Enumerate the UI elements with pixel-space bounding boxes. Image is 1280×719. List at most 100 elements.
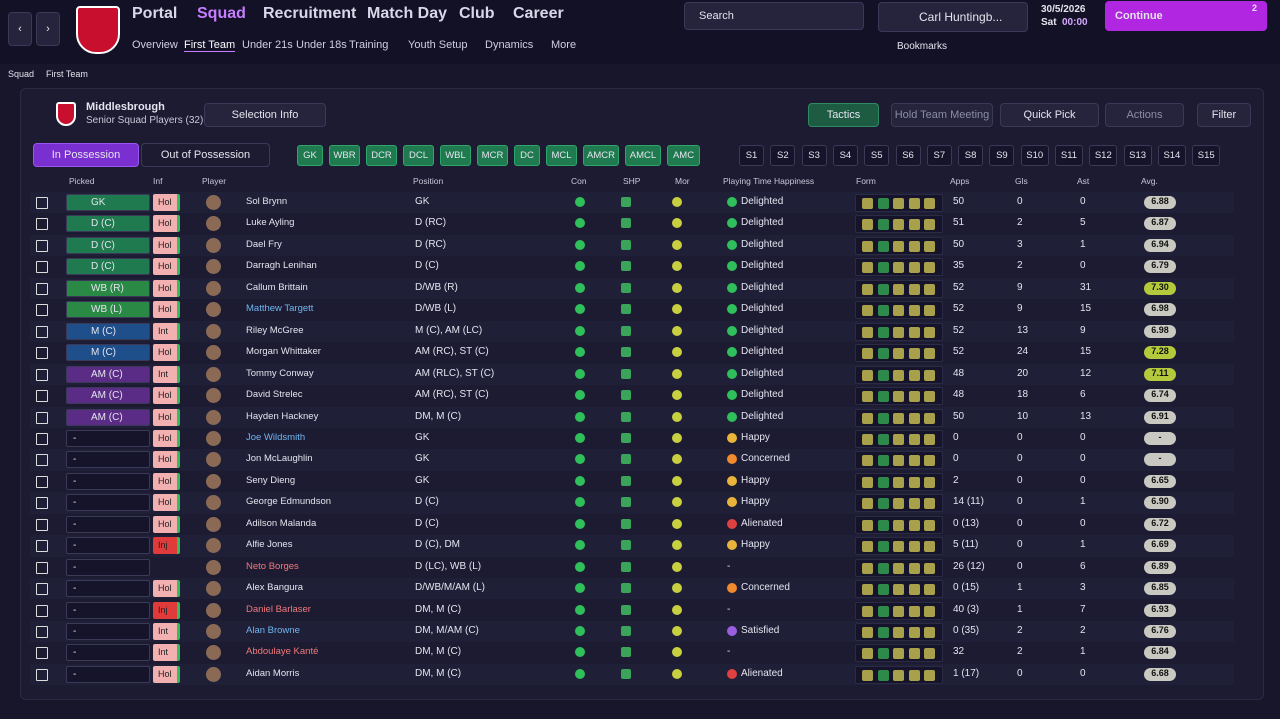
table-row[interactable]: AM (C) Hol Hayden Hackney DM, M (C) Delighte… [30, 406, 1234, 428]
table-row[interactable]: D (C) Hol Luke Ayling D (RC) Delighted 51 2 5 6.… [30, 213, 1234, 234]
position-chip[interactable]: DCL [403, 145, 434, 166]
position-chip[interactable]: AMC [667, 145, 700, 166]
player-name[interactable]: David Strelec [246, 389, 303, 401]
checkbox[interactable] [36, 540, 48, 553]
checkbox[interactable] [36, 368, 48, 381]
picked-select[interactable]: D (C) [66, 215, 150, 233]
column-header[interactable]: Form [856, 176, 876, 186]
picked-select[interactable]: GK [66, 194, 150, 211]
manager-button[interactable]: Carl Huntingb... [878, 2, 1028, 32]
slot-chip[interactable]: S4 [832, 145, 858, 166]
picked-select[interactable]: AM (C) [66, 408, 150, 426]
slot-chip[interactable]: S10 [1020, 145, 1049, 166]
picked-select[interactable]: - [66, 515, 150, 533]
player-name[interactable]: Sol Brynn [246, 196, 288, 207]
picked-select[interactable]: - [66, 537, 150, 555]
checkbox[interactable] [36, 626, 48, 638]
player-name[interactable]: Morgan Whittaker [246, 346, 321, 358]
sub-nav-item[interactable]: More [551, 39, 577, 51]
slot-chip[interactable]: S7 [926, 145, 952, 166]
slot-chip[interactable]: S15 [1192, 145, 1221, 166]
checkbox[interactable] [36, 604, 48, 617]
checkbox[interactable] [36, 197, 48, 209]
position-chip[interactable]: WBL [440, 145, 471, 166]
sub-nav-item[interactable]: Under 18s [296, 39, 347, 51]
column-header[interactable]: Playing Time Happiness [723, 176, 815, 186]
sub-nav-item[interactable]: Under 21s [242, 39, 293, 51]
picked-select[interactable]: M (C) [66, 344, 150, 362]
back-button[interactable]: ‹ [8, 12, 32, 46]
checkbox[interactable] [36, 518, 48, 531]
tab-in-possession[interactable]: In Possession [33, 143, 139, 167]
checkbox[interactable] [36, 647, 48, 660]
player-name[interactable]: Daniel Barlaser [246, 603, 311, 615]
slot-chip[interactable]: S5 [864, 145, 890, 166]
column-header[interactable]: Ast [1077, 176, 1090, 186]
table-row[interactable]: - Hol George Edmundson D (C) Happy 14 (11) 0 1 6… [30, 492, 1234, 514]
column-header[interactable]: Mor [675, 176, 690, 186]
player-name[interactable]: Neto Borges [246, 560, 299, 572]
picked-select[interactable]: - [66, 494, 150, 512]
table-row[interactable]: - Inj Alfie Jones D (C), DM Happy 5 (11) 0 1 6.6… [30, 535, 1234, 557]
player-name[interactable]: Luke Ayling [246, 217, 295, 229]
sub-nav-item[interactable]: Youth Setup [408, 39, 468, 51]
table-row[interactable]: - Int Abdoulaye Kanté DM, M (C) -32 2 1 6.84 [30, 642, 1234, 663]
picked-select[interactable]: AM (C) [66, 365, 150, 383]
player-name[interactable]: Darragh Lenihan [246, 260, 317, 272]
picked-select[interactable]: WB (L) [66, 301, 150, 319]
table-row[interactable]: M (C) Int Riley McGree M (C), AM (LC) Deligh… [30, 320, 1234, 343]
checkbox[interactable] [36, 497, 48, 510]
picked-select[interactable]: - [66, 601, 150, 619]
position-chip[interactable]: MCR [477, 145, 508, 166]
column-header[interactable]: Picked [69, 176, 95, 186]
checkbox[interactable] [36, 347, 48, 360]
player-name[interactable]: Callum Brittain [246, 281, 308, 293]
column-header[interactable]: Con [571, 176, 587, 186]
actions-button[interactable]: Actions [1105, 103, 1184, 127]
picked-select[interactable]: - [66, 623, 150, 640]
player-name[interactable]: Aidan Morris [246, 667, 300, 679]
sub-nav-item[interactable]: First Team [184, 39, 236, 52]
position-chip[interactable]: AMCR [583, 145, 619, 166]
picked-select[interactable]: - [66, 644, 150, 662]
checkbox[interactable] [36, 411, 48, 424]
slot-chip[interactable]: S8 [958, 145, 984, 166]
table-row[interactable]: WB (R) Hol Callum Brittain D/WB (R) Delighte… [30, 277, 1234, 300]
sub-nav-item[interactable]: Dynamics [485, 39, 534, 51]
bookmarks[interactable]: Bookmarks [897, 41, 948, 52]
filter-button[interactable]: Filter [1197, 103, 1251, 127]
column-header[interactable]: Gls [1015, 176, 1028, 186]
breadcrumb-squad[interactable]: Squad [8, 69, 35, 79]
column-header[interactable]: SHP [623, 176, 641, 186]
checkbox[interactable] [36, 390, 48, 403]
table-row[interactable]: - Hol Seny Dieng GK Happy 2 0 0 6.65 [30, 471, 1234, 492]
forward-button[interactable]: › [36, 12, 60, 46]
main-nav-item[interactable]: Match Day [367, 5, 448, 22]
main-nav-item[interactable]: Recruitment [263, 5, 357, 22]
table-row[interactable]: - Hol Adilson Malanda D (C) Alienated 0 (13) 0… [30, 514, 1234, 535]
picked-select[interactable]: M (C) [66, 322, 150, 340]
picked-select[interactable]: - [66, 580, 150, 598]
checkbox[interactable] [36, 668, 48, 681]
slot-chip[interactable]: S12 [1089, 145, 1118, 166]
slot-chip[interactable]: S6 [895, 145, 921, 166]
position-chip[interactable]: GK [297, 145, 323, 166]
position-chip[interactable]: WBR [329, 145, 360, 166]
table-row[interactable]: AM (C) Int Tommy Conway AM (RLC), ST (C) Del… [30, 363, 1234, 385]
picked-select[interactable]: - [66, 429, 150, 447]
player-name[interactable]: Jon McLaughlin [246, 453, 313, 465]
picked-select[interactable]: D (C) [66, 236, 150, 254]
picked-select[interactable]: - [66, 665, 150, 683]
checkbox[interactable] [36, 475, 48, 488]
quick-pick-button[interactable]: Quick Pick [1000, 103, 1099, 127]
column-header[interactable]: Apps [950, 176, 970, 186]
player-name[interactable]: Hayden Hackney [246, 410, 319, 422]
table-row[interactable]: M (C) Hol Morgan Whittaker AM (RC), ST (C) D… [30, 342, 1234, 363]
search-box[interactable]: Search [684, 2, 864, 30]
checkbox[interactable] [36, 218, 48, 231]
column-header[interactable]: Avg. [1141, 176, 1158, 186]
position-chip[interactable]: DC [514, 145, 540, 166]
picked-select[interactable]: - [66, 558, 150, 576]
column-header[interactable]: Inf [153, 176, 163, 186]
table-row[interactable]: - Hol Aidan Morris DM, M (C) Alienated 1 (17)… [30, 663, 1234, 686]
